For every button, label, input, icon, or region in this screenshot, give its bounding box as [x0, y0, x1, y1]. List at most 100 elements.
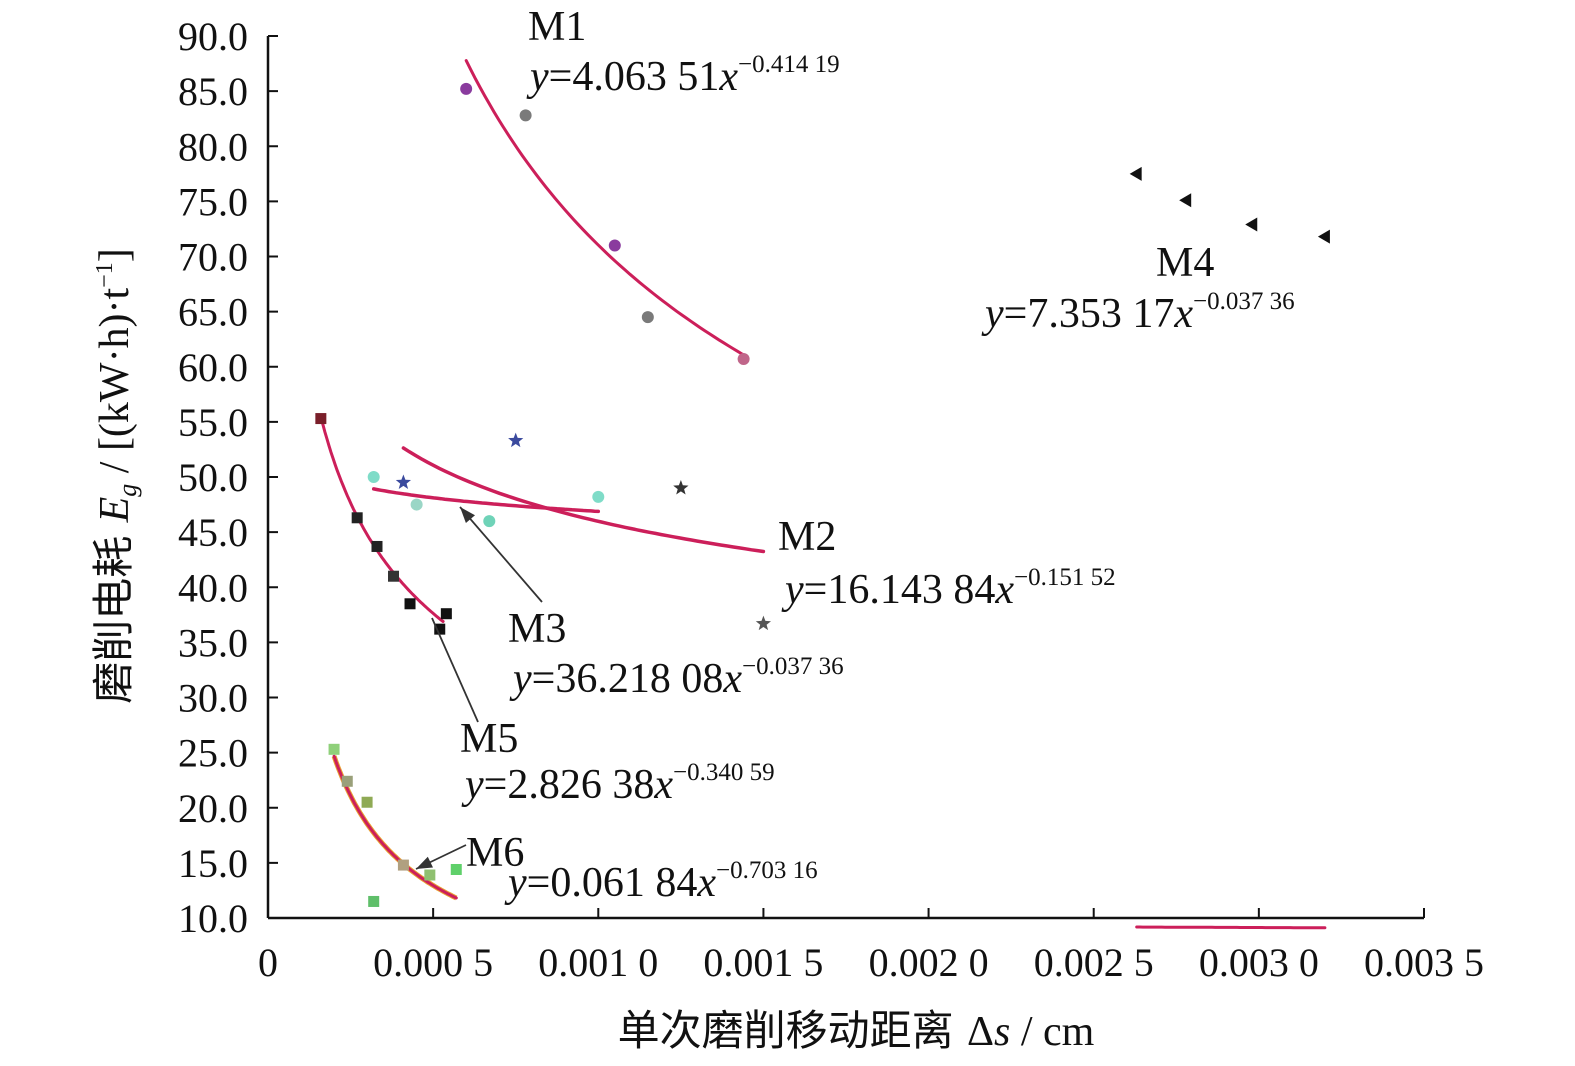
m5-point [315, 413, 327, 425]
x-tick-label: 0.001 5 [703, 940, 823, 985]
y-axis-title-unit: / [(kW·h)·t [92, 287, 138, 483]
m4-point [1129, 166, 1142, 181]
m2-point [508, 432, 524, 448]
m4-equation-var: x [1173, 291, 1193, 337]
m3-leader-arrow [459, 506, 543, 603]
m4-fit-curve [1135, 925, 1327, 930]
m3-point [483, 515, 496, 528]
m4-equation-coef: =7.353 17 [1004, 291, 1175, 337]
m4-point [1317, 229, 1330, 244]
m5-point [351, 512, 363, 524]
m1-point [737, 353, 750, 366]
m4-equation-exponent: −0.037 36 [1193, 288, 1295, 315]
y-axis-title-sub: g [113, 484, 142, 497]
y-tick-label: 75.0 [178, 179, 248, 224]
x-axis-title-unit: / cm [1010, 1009, 1094, 1055]
m1-equation-exponent: −0.414 19 [738, 51, 840, 78]
y-tick-label: 15.0 [178, 841, 248, 886]
m5-series-label: M5 [460, 716, 518, 762]
m5-point [434, 623, 446, 635]
m3-point [367, 471, 380, 483]
data-points [315, 82, 1330, 907]
y-tick-label: 20.0 [178, 786, 248, 831]
x-tick-label: 0.002 5 [1034, 940, 1154, 985]
m5-fit-curve [319, 415, 445, 623]
m1-equation: y=4.063 51x−0.414 19 [526, 51, 840, 100]
m3-equation-lead: y [509, 656, 532, 702]
m1-fit-curve [464, 59, 749, 359]
x-tick-label: 0.000 5 [373, 940, 493, 985]
y-tick-label: 55.0 [178, 400, 248, 445]
m6-equation-var: x [696, 860, 716, 906]
m1-series-label: M1 [528, 4, 586, 50]
m2-point [755, 615, 771, 631]
m1-equation-coef: =4.063 51 [549, 54, 720, 100]
y-tick-label: 40.0 [178, 565, 248, 610]
y-tick-label: 10.0 [178, 896, 248, 941]
m5-point [371, 540, 383, 552]
m6-leader-arrow-head [416, 856, 433, 869]
m5-equation-coef: =2.826 38 [484, 762, 655, 808]
m6-point [450, 863, 462, 875]
m5-equation-exponent: −0.340 59 [673, 759, 775, 786]
m3-point [592, 490, 605, 503]
m3-point [410, 498, 423, 511]
m3-leader-arrow-head [460, 507, 475, 523]
m2-equation-var: x [994, 567, 1014, 613]
m6-point [341, 775, 353, 787]
m6-fit-curve [332, 754, 458, 900]
y-tick-label: 70.0 [178, 235, 248, 280]
m5-equation-var: x [653, 762, 673, 808]
m4-equation: y=7.353 17x−0.037 36 [981, 288, 1295, 337]
y-axis-title: 磨削电耗 Eg / [(kW·h)·t−1] [89, 248, 142, 703]
x-tick-label: 0.001 0 [538, 940, 658, 985]
m5-point [388, 570, 400, 582]
y-tick-label: 50.0 [178, 455, 248, 500]
m4-point [1179, 193, 1192, 208]
m6-point [368, 895, 380, 907]
m2-equation: y=16.143 84x−0.151 52 [781, 564, 1116, 613]
m3-equation-var: x [722, 656, 742, 702]
m3-equation-coef: =36.218 08 [532, 656, 724, 702]
m1-point [460, 82, 473, 95]
m1-equation-lead: y [526, 54, 549, 100]
m5-equation: y=2.826 38x−0.340 59 [461, 759, 775, 808]
m3-equation-exponent: −0.037 36 [742, 653, 844, 680]
m1-equation-var: x [718, 54, 738, 100]
y-axis-title-prefix: 磨削电耗 [89, 522, 138, 703]
y-tick-label: 25.0 [178, 731, 248, 776]
m2-equation-lead: y [781, 567, 804, 613]
m1-point [641, 311, 654, 324]
m5-point [440, 608, 452, 620]
m1-point [519, 109, 532, 122]
m3-equation: y=36.218 08x−0.037 36 [509, 653, 844, 702]
y-axis-title-symbol: E [92, 497, 138, 524]
x-tick-label: 0.002 0 [869, 940, 989, 985]
x-axis-title-delta: Δ [967, 1009, 994, 1055]
y-tick-label: 80.0 [178, 124, 248, 169]
m2-point [673, 480, 689, 495]
x-tick-label: 0.003 5 [1364, 940, 1484, 985]
y-axis-title-unit-end: ] [92, 248, 138, 262]
m2-point [395, 474, 411, 489]
x-axis-title: 单次磨削移动距离 Δs / cm [618, 1006, 1095, 1055]
m4-equation-lead: y [981, 291, 1004, 337]
m5-equation-lead: y [461, 762, 484, 808]
x-tick-label: 0 [258, 940, 278, 985]
m1-point [608, 239, 621, 252]
m5-point [404, 598, 416, 610]
y-tick-label: 35.0 [178, 620, 248, 665]
m6-equation-lead: y [504, 860, 527, 906]
m6-equation-exponent: −0.703 16 [716, 857, 818, 884]
y-tick-label: 65.0 [178, 290, 248, 335]
m2-equation-exponent: −0.151 52 [1014, 564, 1116, 591]
x-axis-title-prefix: 单次磨削移动距离 [618, 1006, 967, 1055]
m4-point [1245, 217, 1258, 232]
y-axis-title-unit-sup: −1 [92, 262, 118, 288]
m6-equation-coef: =0.061 84 [527, 860, 698, 906]
m6-equation: y=0.061 84x−0.703 16 [504, 857, 818, 906]
m2-equation-coef: =16.143 84 [804, 567, 996, 613]
y-tick-label: 30.0 [178, 676, 248, 721]
m4-series-label: M4 [1156, 240, 1214, 286]
